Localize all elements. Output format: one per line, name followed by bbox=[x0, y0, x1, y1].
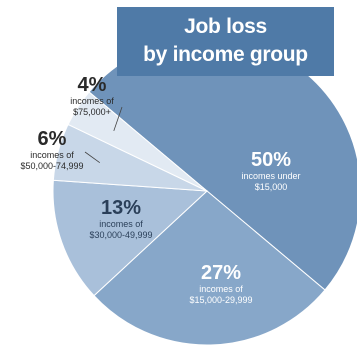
slice-desc-label-5-1: incomes of bbox=[70, 96, 114, 106]
slice-desc-label-2-2: $15,000-29,999 bbox=[189, 295, 252, 305]
slice-percent-label-1: 50% bbox=[251, 149, 291, 171]
chart-title: Job loss by income group bbox=[117, 7, 334, 76]
slice-percent-label-4: 6% bbox=[38, 128, 67, 150]
chart-title-line-2: by income group bbox=[143, 43, 308, 66]
slice-desc-label-3-1: incomes of bbox=[99, 219, 143, 229]
slice-percent-label-5: 4% bbox=[78, 74, 107, 96]
slice-desc-label-5-2: $75,000+ bbox=[73, 107, 111, 117]
slice-desc-label-3-2: $30,000-49,999 bbox=[89, 230, 152, 240]
pie-slice-3 bbox=[52, 179, 209, 297]
pie-slice-5 bbox=[67, 91, 208, 192]
leader-line-5 bbox=[113, 106, 123, 132]
leader-line-4 bbox=[84, 151, 101, 164]
slice-desc-label-4-2: $50,000-74,999 bbox=[20, 161, 83, 171]
slice-desc-label-1-2: $15,000 bbox=[255, 182, 288, 192]
slice-desc-label-2-1: incomes of bbox=[199, 284, 243, 294]
chart-title-line-1: Job loss bbox=[184, 15, 267, 38]
slice-percent-label-3: 13% bbox=[101, 197, 141, 219]
slice-desc-label-4-1: incomes of bbox=[30, 150, 74, 160]
slice-percent-label-2: 27% bbox=[201, 262, 241, 284]
slice-desc-label-1-1: incomes under bbox=[241, 171, 300, 181]
